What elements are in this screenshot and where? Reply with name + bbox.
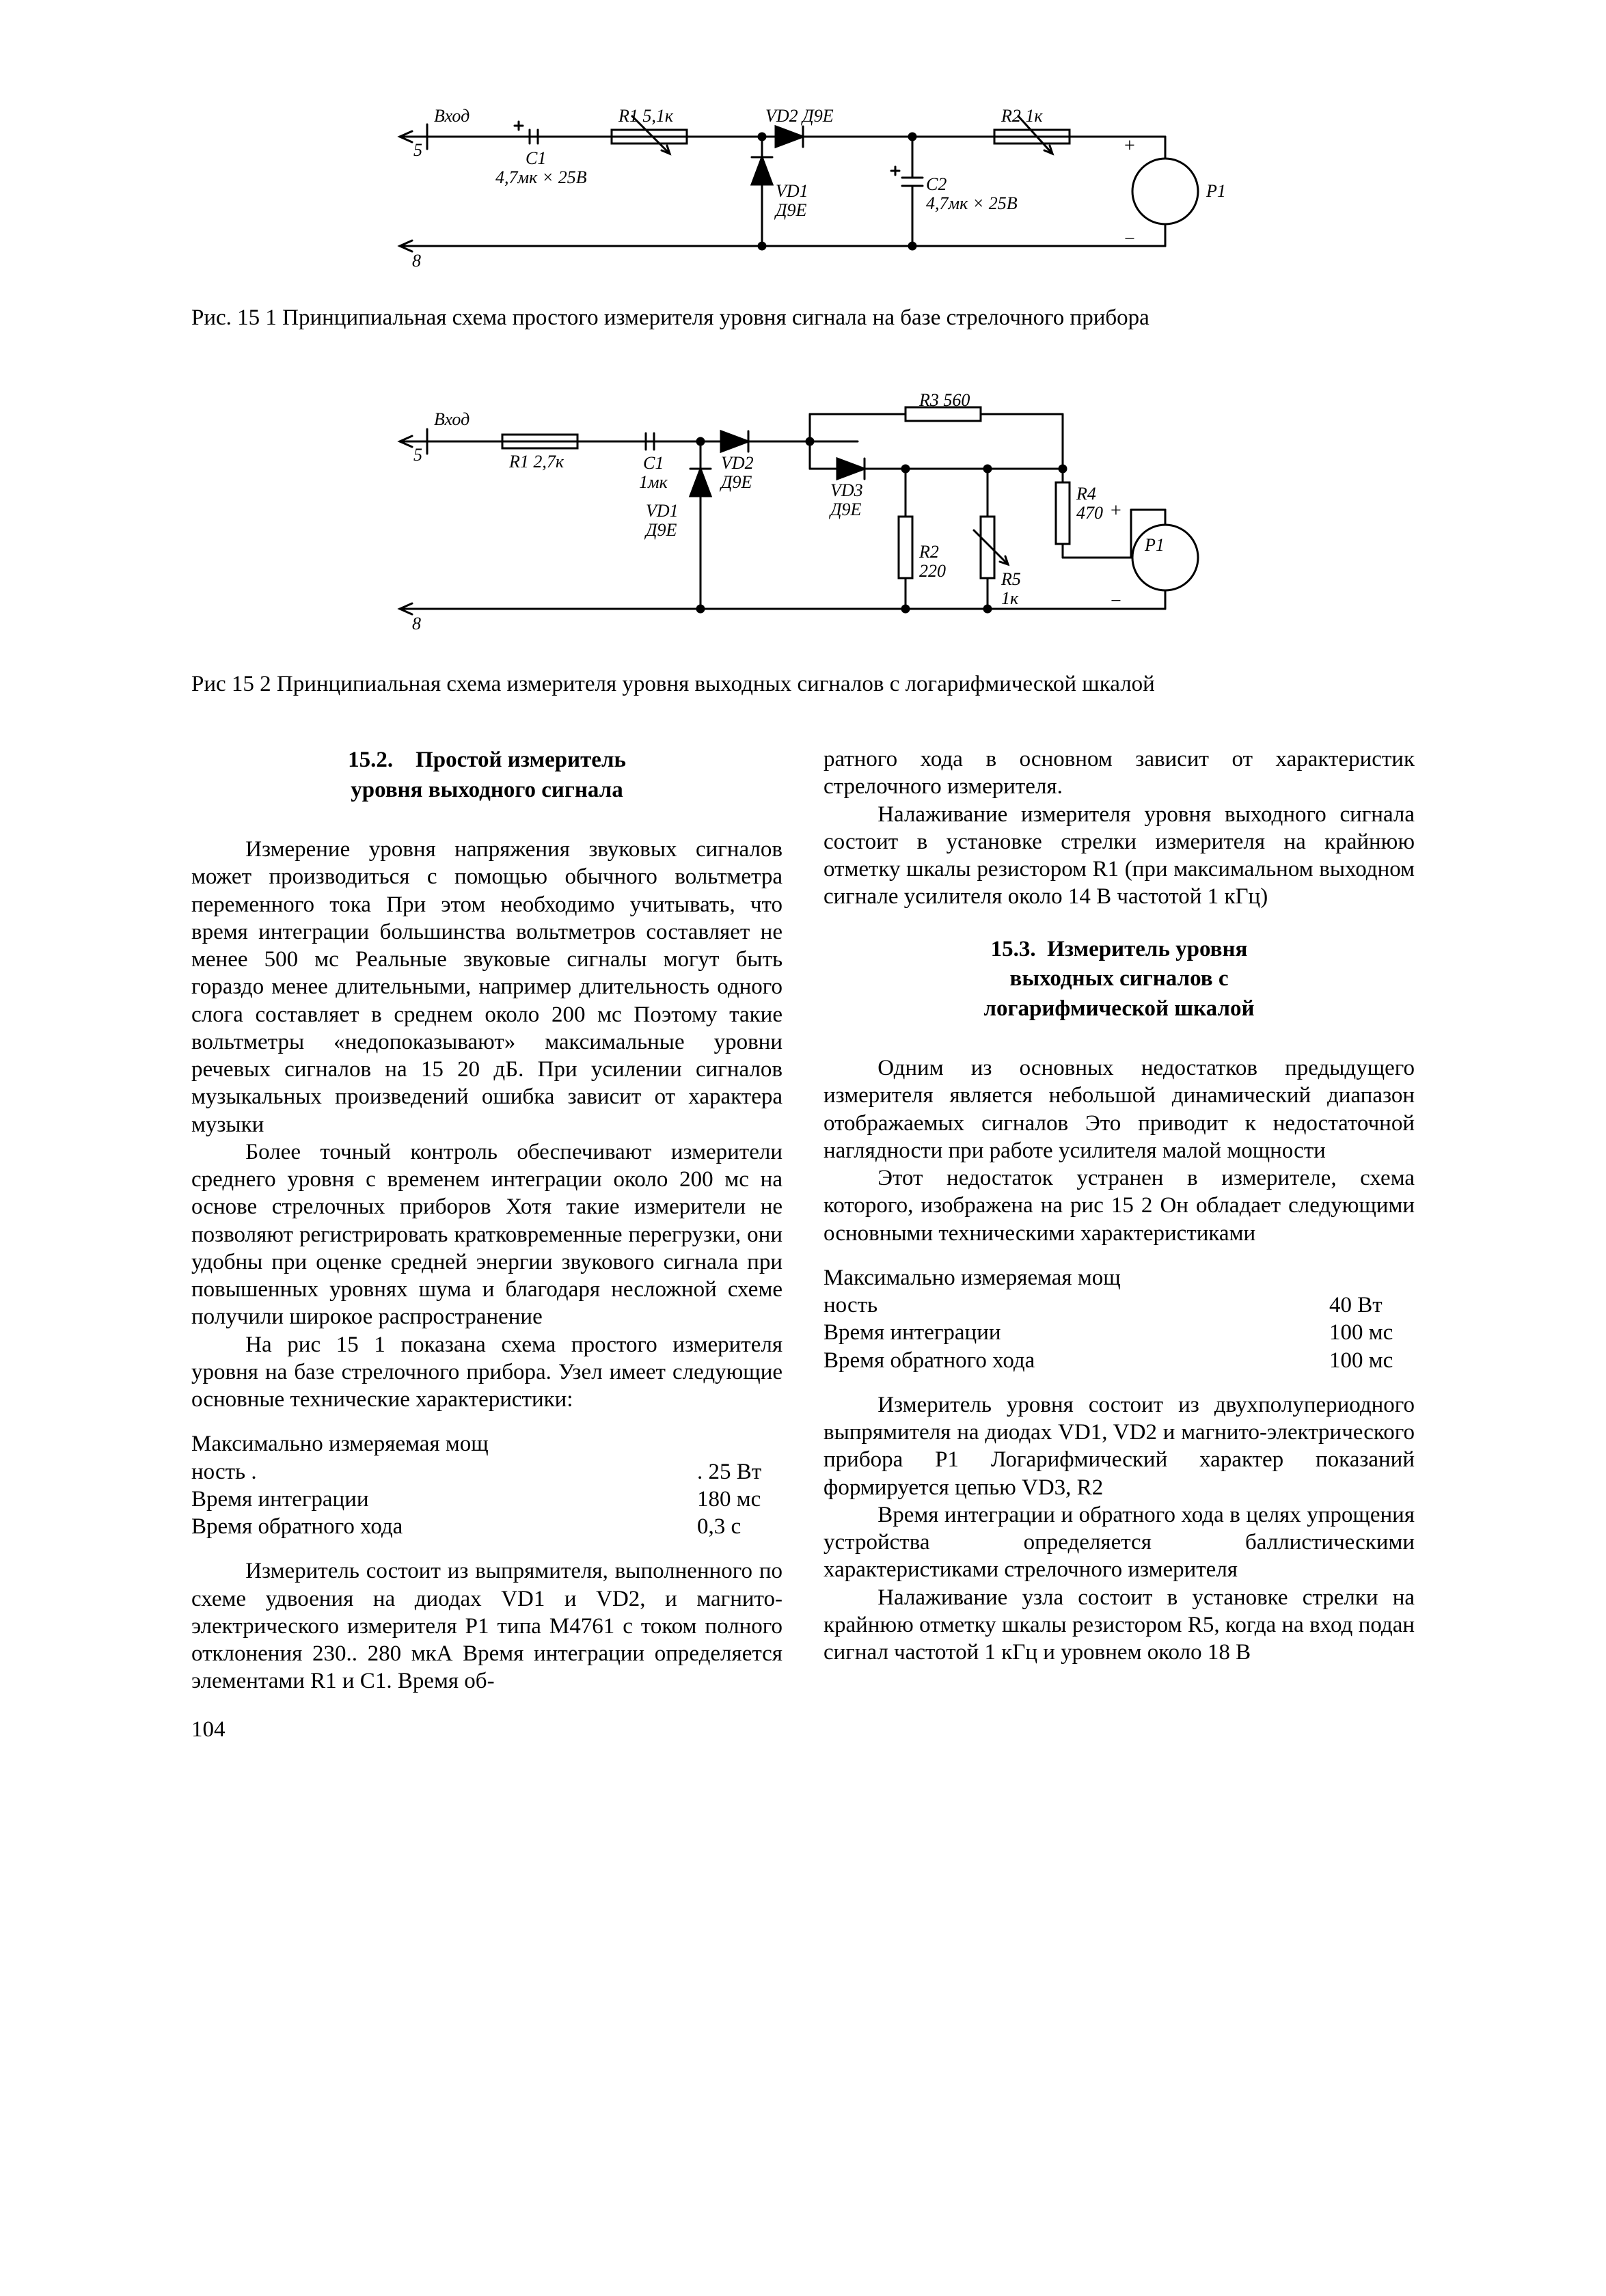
sec-15-2-t1: Простой измеритель <box>416 748 626 772</box>
fig2-pin5: 5 <box>413 445 422 465</box>
fig2-r2v: 220 <box>919 561 946 581</box>
fig2-r3: R3 560 <box>918 390 970 410</box>
figure-15-2-caption: Рис 15 2 Принципиальная схема измерителя… <box>191 670 1415 698</box>
r-p0a: ратного хода в основном зависит от харак… <box>824 746 1415 801</box>
r-p2: Этот недостаток устранен в измерителе, с… <box>824 1164 1415 1247</box>
fig2-input: Вход <box>434 409 469 429</box>
l-p1: Измерение уровня напряжения звуковых сиг… <box>191 836 782 1138</box>
page-number: 104 <box>191 1716 782 1743</box>
fig2-r5: R5 <box>1001 569 1021 589</box>
fig1-c2v: 4,7мк × 25В <box>926 193 1018 213</box>
sec-15-2-num: 15.2. <box>348 748 393 772</box>
fig1-p1: P1 <box>1206 181 1226 201</box>
fig2-r4v: 470 <box>1076 503 1103 523</box>
left-column: 15.2. Простой измеритель уровня выходног… <box>191 746 782 1743</box>
r-p5: Налаживание узла состоит в установке стр… <box>824 1584 1415 1667</box>
l-spec3: Время обратного хода <box>191 1513 680 1540</box>
figure-15-1: + − Вход 5 8 C1 4,7мк × 25В R1 5,1к VD2 … <box>191 82 1415 280</box>
r-spec1b: ность <box>824 1292 1312 1319</box>
fig2-vd1v: Д9Е <box>644 520 677 540</box>
figure-15-2: + − Вход 5 8 R1 2,7к C1 1мк VD2 Д9Е VD1 … <box>191 380 1415 646</box>
l-spec3v: 0,3 с <box>680 1513 782 1540</box>
fig1-vd2: VD2 Д9Е <box>765 106 834 126</box>
r-p0b: Налаживание измерителя уровня выходного … <box>824 801 1415 911</box>
l-spec1v: . 25 Вт <box>680 1458 782 1486</box>
left-spec-table: Максимально измеряемая мощ ность . . 25 … <box>191 1430 782 1540</box>
fig1-pin8: 8 <box>412 251 421 271</box>
schematic-1: + − Вход 5 8 C1 4,7мк × 25В R1 5,1к VD2 … <box>359 82 1247 273</box>
fig1-r1: R1 5,1к <box>618 106 674 126</box>
r-p4: Время интеграции и обратного хода в целя… <box>824 1501 1415 1584</box>
r-spec3v: 100 мс <box>1312 1347 1415 1374</box>
fig1-r2: R2 1к <box>1001 106 1043 126</box>
fig2-vd2v: Д9Е <box>719 472 752 492</box>
fig1-vd1: VD1 <box>776 181 808 201</box>
fig1-pin5: 5 <box>413 140 422 160</box>
r-spec2v: 100 мс <box>1312 1319 1415 1346</box>
fig2-c1v: 1мк <box>639 472 668 492</box>
right-column: ратного хода в основном зависит от харак… <box>824 746 1415 1743</box>
fig2-p1: P1 <box>1144 535 1165 555</box>
r-spec3: Время обратного хода <box>824 1347 1312 1374</box>
figure-15-1-caption: Рис. 15 1 Принципиальная схема простого … <box>191 304 1415 331</box>
svg-text:+: + <box>1111 500 1121 521</box>
sec-15-3-t3: логарифмической шкалой <box>983 996 1254 1021</box>
r-spec1v: 40 Вт <box>1312 1292 1415 1319</box>
sec-15-3-num: 15.3. <box>991 937 1036 961</box>
l-p3: На рис 15 1 показана схема простого изме… <box>191 1331 782 1414</box>
fig2-c1: C1 <box>643 453 664 473</box>
svg-text:+: + <box>1124 135 1135 156</box>
l-spec2: Время интеграции <box>191 1486 680 1513</box>
sec-15-3-t1: Измеритель уровня <box>1047 937 1247 961</box>
l-spec1b: ность . <box>191 1458 680 1486</box>
fig1-c1v: 4,7мк × 25В <box>495 167 587 187</box>
fig2-r4: R4 <box>1076 484 1096 504</box>
l-spec2v: 180 мс <box>680 1486 782 1513</box>
r-p1: Одним из основных недостатков предыдущег… <box>824 1054 1415 1164</box>
svg-text:−: − <box>1111 590 1121 612</box>
r-spec1a: Максимально измеряемая мощ <box>824 1264 1312 1292</box>
fig2-vd3v: Д9Е <box>828 500 862 519</box>
schematic-2: + − Вход 5 8 R1 2,7к C1 1мк VD2 Д9Е VD1 … <box>359 380 1247 640</box>
r-spec2: Время интеграции <box>824 1319 1312 1346</box>
sec-15-3-t2: выходных сигналов с <box>1010 966 1229 991</box>
fig2-pin8: 8 <box>412 614 421 633</box>
l-spec1a: Максимально измеряемая мощ <box>191 1430 680 1458</box>
fig1-vd1v: Д9Е <box>774 200 807 220</box>
r-p3: Измеритель уровня состоит из двухполупер… <box>824 1391 1415 1501</box>
fig2-r1: R1 2,7к <box>508 452 564 472</box>
fig2-r5v: 1к <box>1001 588 1019 608</box>
fig1-c2: C2 <box>926 174 947 194</box>
fig2-vd2: VD2 <box>721 453 754 473</box>
fig2-vd1: VD1 <box>646 501 679 521</box>
l-p4: Измеритель состоит из выпрямителя, выпол… <box>191 1557 782 1695</box>
fig2-r2: R2 <box>918 542 939 562</box>
fig1-input: Вход <box>434 106 469 126</box>
svg-text:−: − <box>1124 228 1135 249</box>
l-p2: Более точный контроль обеспечивают измер… <box>191 1138 782 1331</box>
fig1-c1: C1 <box>526 148 546 168</box>
fig2-vd3: VD3 <box>830 480 863 500</box>
right-spec-table: Максимально измеряемая мощ ность 40 Вт В… <box>824 1264 1415 1374</box>
sec-15-2-t2: уровня выходного сигнала <box>351 778 623 802</box>
